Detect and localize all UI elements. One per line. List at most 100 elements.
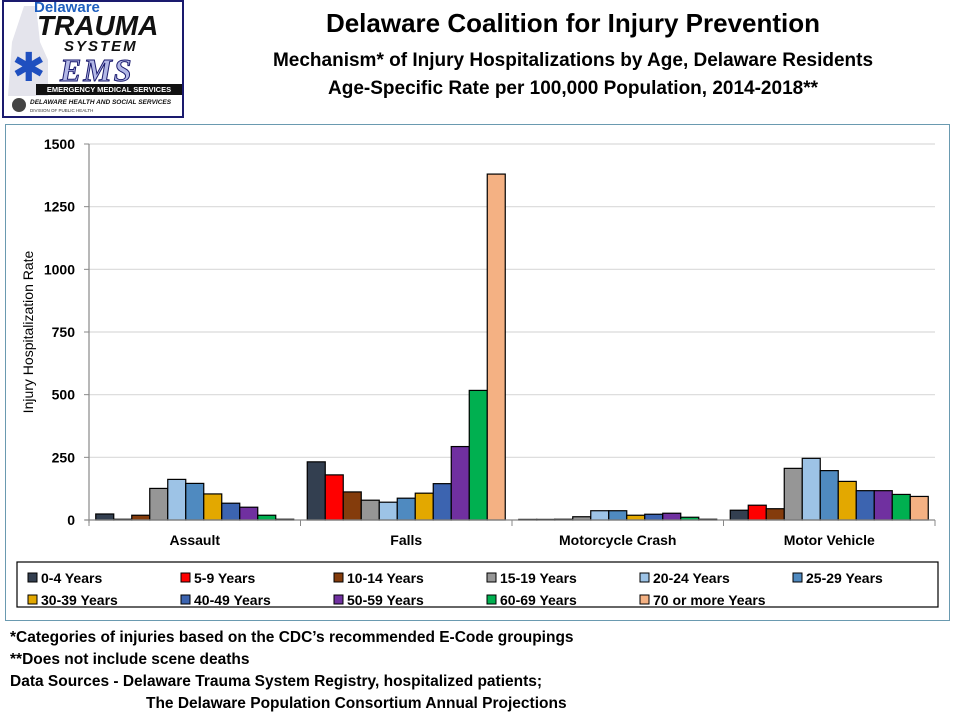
legend-label: 40-49 Years	[194, 592, 271, 608]
legend-label: 15-19 Years	[500, 570, 577, 586]
legend-item: 10-14 Years	[333, 570, 424, 586]
legend-label: 60-69 Years	[500, 592, 577, 608]
bar-motor-vehicle-15-19-years	[783, 467, 803, 521]
bar-assault-20-24-years	[167, 478, 187, 521]
legend-item: 60-69 Years	[486, 592, 577, 608]
bar-motor-vehicle-25-29-years	[819, 470, 839, 521]
legend-swatch	[639, 572, 650, 583]
logo-system-text: SYSTEM	[64, 38, 138, 55]
legend-label: 5-9 Years	[194, 570, 255, 586]
chart-frame	[5, 124, 950, 621]
legend-box	[16, 561, 939, 608]
y-tick-label: 1000	[44, 261, 75, 277]
star-of-life-icon: ✱	[12, 46, 46, 90]
axes	[85, 144, 936, 526]
logo-delaware-text: Delaware	[34, 0, 100, 16]
bar-motorcycle-crash-30-39-years	[626, 514, 646, 521]
y-axis-ticks: 0 250 500 750 1000 1250 1500	[44, 136, 89, 528]
legend-item: 70 or more Years	[639, 592, 766, 608]
legend-item: 0-4 Years	[27, 570, 102, 586]
bar-motorcycle-crash-50-59-years	[662, 512, 682, 521]
x-axis-labels: Assault Falls Motorcycle Crash Motor Vehicl…	[169, 532, 875, 548]
legend-label: 20-24 Years	[653, 570, 730, 586]
bar-falls-10-14-years	[342, 491, 362, 521]
legend-label: 25-29 Years	[806, 570, 883, 586]
bar-falls-5-9-years	[324, 474, 344, 521]
y-tick-label: 250	[52, 449, 76, 465]
y-tick-label: 0	[67, 512, 75, 528]
legend-swatch	[333, 594, 344, 605]
legend-label: 30-39 Years	[41, 592, 118, 608]
bar-motor-vehicle-50-59-years	[873, 490, 893, 521]
y-tick-label: 500	[52, 387, 76, 403]
y-tick-label: 750	[52, 324, 76, 340]
chart-subtitle-1: Mechanism* of Injury Hospitalizations by…	[272, 50, 874, 71]
y-tick-label: 1500	[44, 136, 75, 152]
legend-item: 5-9 Years	[180, 570, 255, 586]
legend-swatch	[792, 572, 803, 583]
legend-item: 40-49 Years	[180, 592, 271, 608]
legend-item: 25-29 Years	[792, 570, 883, 586]
legend: 0-4 Years 5-9 Years 10-14 Years 15-19 Years…	[16, 561, 939, 608]
bar-motorcycle-crash-20-24-years	[590, 510, 610, 521]
x-category-label: Motor Vehicle	[784, 532, 875, 548]
bar-motorcycle-crash-25-29-years	[608, 510, 628, 521]
bar-falls-40-49-years	[432, 483, 452, 521]
legend-swatch	[333, 572, 344, 583]
bar-falls-70-or-more-years	[486, 173, 506, 521]
page-title: Delaware Coalition for Injury Prevention	[325, 8, 821, 38]
data-sources-cont: The Delaware Population Consortium Annua…	[146, 695, 567, 712]
bar-motor-vehicle-10-14-years	[765, 508, 785, 521]
footnote-scene-deaths: **Does not include scene deaths	[10, 651, 250, 668]
legend-swatch	[27, 572, 38, 583]
bar-falls-60-69-years	[468, 389, 488, 521]
trauma-system-logo: Delaware TRAUMA SYSTEM ✱ EMS EMERGENCY M…	[2, 0, 184, 118]
chart-subtitle-2: Age-Specific Rate per 100,000 Population…	[328, 78, 818, 99]
x-category-label: Motorcycle Crash	[559, 532, 676, 548]
y-tick-label: 1250	[44, 199, 75, 215]
data-sources: Data Sources - Delaware Trauma System Re…	[10, 673, 543, 690]
dhss-seal-icon	[12, 98, 26, 112]
bar-motor-vehicle-30-39-years	[837, 480, 857, 521]
bar-assault-10-14-years	[131, 514, 151, 521]
x-category-label: Falls	[390, 532, 422, 548]
bar-assault-40-49-years	[221, 502, 241, 521]
gridlines	[89, 143, 935, 458]
legend-label: 50-59 Years	[347, 592, 424, 608]
legend-label: 0-4 Years	[41, 570, 102, 586]
bar-assault-25-29-years	[185, 482, 205, 521]
bar-motor-vehicle-0-4-years	[729, 509, 749, 521]
bar-motor-vehicle-40-49-years	[855, 490, 875, 521]
legend-item: 15-19 Years	[486, 570, 577, 586]
bar-motorcycle-crash-40-49-years	[644, 513, 664, 521]
legend-swatch	[639, 594, 650, 605]
bar-motor-vehicle-70-or-more-years	[909, 495, 929, 521]
bar-falls-30-39-years	[414, 492, 434, 521]
bar-assault-0-4-years	[95, 513, 115, 521]
footnote-ecode: *Categories of injuries based on the CDC…	[10, 629, 574, 646]
logo-ems-text: EMS	[60, 52, 134, 89]
bar-assault-30-39-years	[203, 493, 223, 521]
bar-assault-15-19-years	[149, 487, 169, 521]
logo-trauma-text: TRAUMA	[37, 10, 159, 41]
legend-item: 30-39 Years	[27, 592, 118, 608]
bar-falls-25-29-years	[396, 497, 416, 521]
bar-assault-50-59-years	[239, 506, 259, 521]
bar-motor-vehicle-20-24-years	[801, 457, 821, 521]
bar-falls-20-24-years	[378, 501, 398, 521]
logo-agency-text: DELAWARE HEALTH AND SOCIAL SERVICES	[30, 99, 172, 106]
x-category-label: Assault	[169, 532, 220, 548]
bar-falls-50-59-years	[450, 445, 470, 521]
logo-division-text: DIVISION OF PUBLIC HEALTH	[30, 108, 94, 113]
bar-falls-15-19-years	[360, 499, 380, 521]
bar-motor-vehicle-60-69-years	[891, 493, 911, 521]
legend-swatch	[486, 594, 497, 605]
legend-item: 20-24 Years	[639, 570, 730, 586]
bar-assault-60-69-years	[257, 514, 277, 521]
footnotes: *Categories of injuries based on the CDC…	[10, 627, 574, 715]
logo-ems-banner: EMERGENCY MEDICAL SERVICES	[36, 84, 182, 95]
legend-swatch	[27, 594, 38, 605]
legend-swatch	[180, 594, 191, 605]
legend-label: 70 or more Years	[653, 592, 766, 608]
